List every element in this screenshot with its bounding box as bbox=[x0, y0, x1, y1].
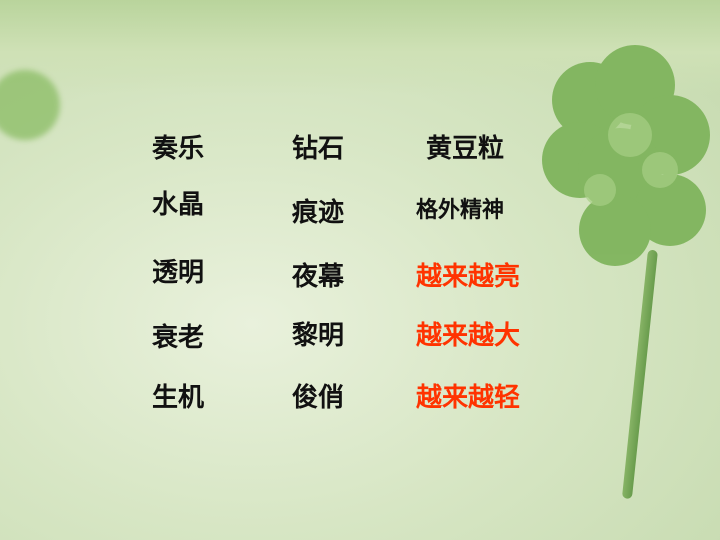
word-row1-col2: 钻石 bbox=[292, 134, 345, 164]
word-row4-col3: 越来越大 bbox=[416, 321, 521, 351]
word-row3-col3: 越来越亮 bbox=[416, 262, 521, 292]
word-row4-col1: 衰老 bbox=[152, 323, 205, 353]
word-row4-col2: 黎明 bbox=[292, 321, 345, 351]
word-row5-col1: 生机 bbox=[152, 383, 205, 413]
word-row2-col3: 格外精神 bbox=[416, 198, 505, 223]
word-row2-col1: 水晶 bbox=[152, 190, 205, 220]
left-leaf-decoration bbox=[0, 70, 60, 140]
clover-icon bbox=[542, 45, 710, 266]
word-row5-col3: 越来越轻 bbox=[416, 383, 521, 413]
word-row1-col1: 奏乐 bbox=[152, 134, 205, 164]
word-row2-col2: 痕迹 bbox=[292, 198, 345, 228]
word-row3-col2: 夜幕 bbox=[292, 262, 345, 292]
word-row3-col1: 透明 bbox=[152, 258, 205, 288]
word-row5-col2: 俊俏 bbox=[292, 383, 345, 413]
word-row1-col3: 黄豆粒 bbox=[426, 134, 505, 164]
